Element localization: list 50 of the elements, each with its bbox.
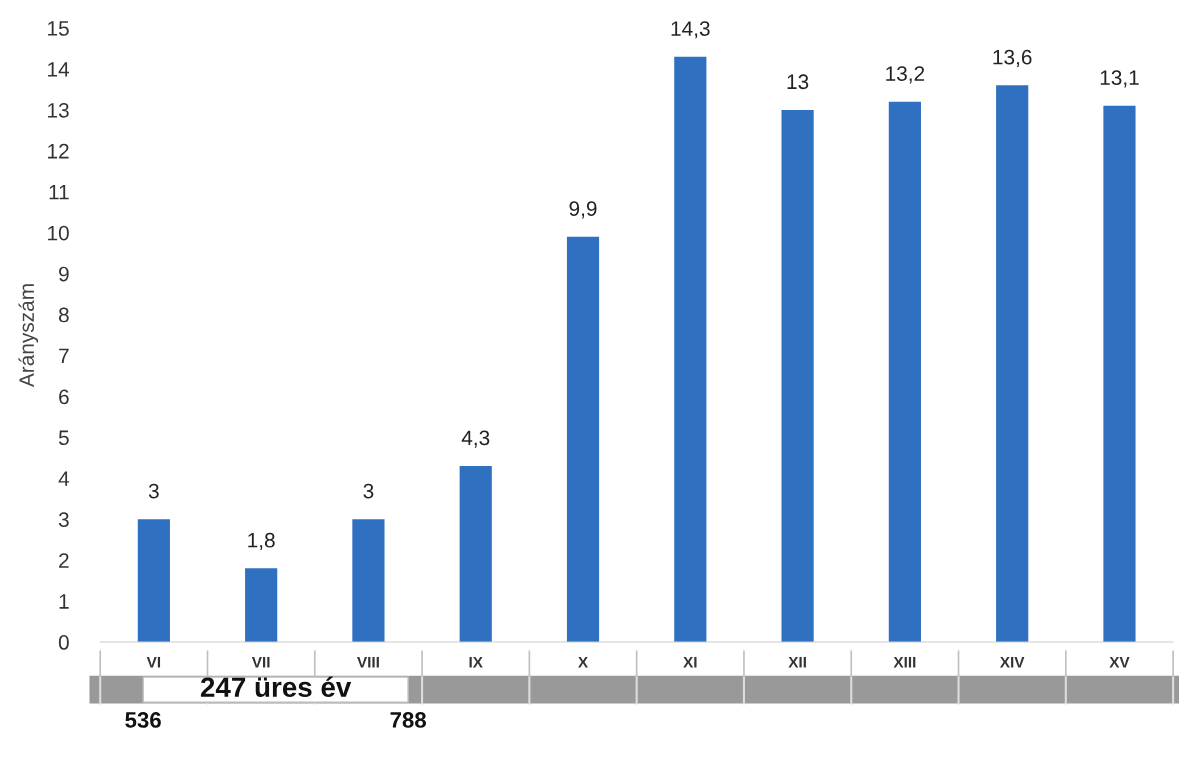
x-tick-label: VII xyxy=(251,656,270,668)
data-label: 3 xyxy=(148,483,159,499)
data-label: 4,3 xyxy=(461,430,490,448)
bar xyxy=(781,109,814,643)
data-label: 14,3 xyxy=(671,21,710,39)
y-tick-label: 9 xyxy=(59,266,69,282)
y-tick-label: 15 xyxy=(48,21,69,36)
x-tick-label: XIV xyxy=(999,656,1025,668)
y-tick-label: 13 xyxy=(48,102,69,118)
bar xyxy=(888,101,921,643)
bar xyxy=(1103,105,1136,643)
bar xyxy=(459,466,492,643)
y-tick-label: 3 xyxy=(58,512,69,527)
y-tick-label: 7 xyxy=(59,348,69,364)
y-tick-label: 2 xyxy=(59,553,69,568)
y-tick-label: 11 xyxy=(49,184,69,200)
y-tick-label: 14 xyxy=(48,62,70,77)
y-tick-label: 12 xyxy=(48,143,69,159)
text: 247 üres év xyxy=(200,676,352,698)
y-tick-label: 5 xyxy=(58,430,69,446)
bar xyxy=(245,568,278,643)
y-tick-label: 1 xyxy=(59,594,69,609)
text: 536 xyxy=(125,712,161,728)
bar xyxy=(352,519,385,643)
y-axis-title: Arányszám xyxy=(18,284,39,388)
data-label: 13,2 xyxy=(886,66,925,84)
text: 788 xyxy=(390,712,426,728)
x-tick-label: IX xyxy=(469,656,483,668)
x-tick-label: VIII xyxy=(357,656,379,668)
bar xyxy=(674,56,707,643)
x-tick-label: VI xyxy=(146,656,161,668)
y-tick-label: 4 xyxy=(58,471,70,486)
x-tick-label: X xyxy=(578,656,588,668)
data-label: 13 xyxy=(787,74,809,90)
x-tick-label: XV xyxy=(1109,656,1130,668)
y-tick-label: 10 xyxy=(48,225,69,241)
data-label: 13,1 xyxy=(1100,70,1139,88)
y-tick-label: 8 xyxy=(58,307,69,323)
y-tick-label: 6 xyxy=(59,389,69,405)
data-label: 13,6 xyxy=(993,49,1032,68)
bar xyxy=(566,236,600,643)
bar xyxy=(137,519,170,643)
data-label: 1,8 xyxy=(248,532,275,551)
x-tick-label: XII xyxy=(788,656,806,668)
x-tick-label: XI xyxy=(683,656,697,668)
data-label: 3 xyxy=(363,483,374,499)
data-label: 9,9 xyxy=(569,201,597,219)
bar xyxy=(996,85,1029,643)
x-tick-label: XIII xyxy=(893,656,916,668)
y-tick-label: 0 xyxy=(58,635,69,650)
